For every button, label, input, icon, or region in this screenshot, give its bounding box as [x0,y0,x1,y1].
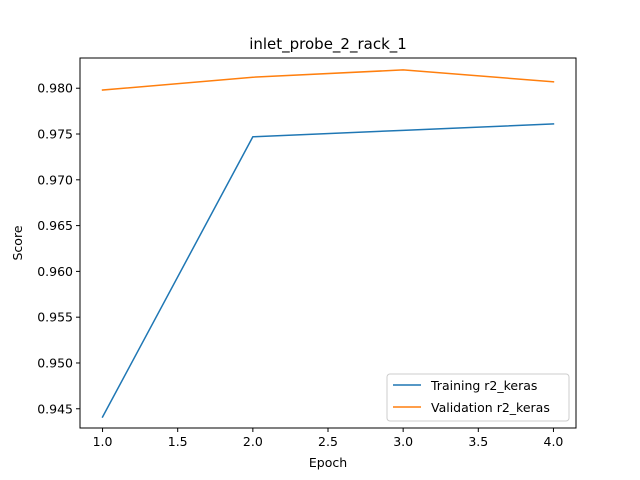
y-tick-label: 0.970 [37,172,73,187]
chart-title: inlet_probe_2_rack_1 [249,35,407,54]
x-tick-label: 4.0 [544,434,564,449]
series-line-validation [101,69,555,91]
y-tick-label: 0.965 [37,218,73,233]
y-tick-label: 0.980 [37,81,73,96]
y-tick-label: 0.975 [37,127,73,142]
x-tick-label: 3.5 [468,434,488,449]
x-tick-label: 3.0 [393,434,413,449]
y-tick-label: 0.960 [37,264,73,279]
series-line-training [101,123,555,419]
y-tick-label: 0.950 [37,355,73,370]
x-tick-label: 1.0 [93,434,113,449]
y-axis-label: Score [10,225,25,260]
x-axis-label: Epoch [309,455,347,470]
y-tick-label: 0.955 [37,310,73,325]
x-axis: 1.0 1.5 2.0 2.5 3.0 3.5 4.0 [93,428,564,449]
x-tick-label: 1.5 [168,434,188,449]
x-tick-label: 2.5 [318,434,338,449]
legend: Training r2_keras Validation r2_keras [386,373,570,422]
x-tick-label: 2.0 [243,434,263,449]
legend-label-validation: Validation r2_keras [431,400,550,415]
y-axis: 0.945 0.950 0.955 0.960 0.965 0.970 0.975 0.980 [37,81,80,416]
legend-label-training: Training r2_keras [430,378,537,393]
y-tick-label: 0.945 [37,401,73,416]
series-layer [101,69,555,419]
legend-box [386,373,570,422]
